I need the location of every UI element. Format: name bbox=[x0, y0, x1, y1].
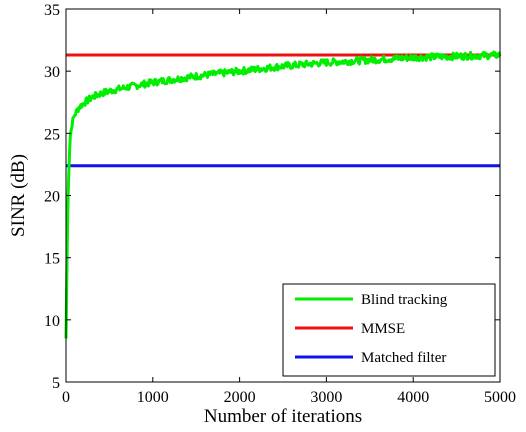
y-tick-label: 10 bbox=[44, 313, 60, 330]
y-tick-label: 15 bbox=[44, 251, 60, 268]
y-tick-label: 35 bbox=[44, 2, 60, 19]
x-tick-label: 3000 bbox=[310, 389, 342, 406]
legend-label: Matched filter bbox=[361, 350, 446, 366]
y-tick-label: 30 bbox=[44, 64, 60, 81]
y-tick-label: 20 bbox=[44, 189, 60, 206]
y-tick-label: 25 bbox=[44, 126, 60, 143]
legend: Blind tracking MMSE Matched filter bbox=[283, 284, 495, 376]
x-tick-label: 1000 bbox=[137, 389, 169, 406]
legend-label: Blind tracking bbox=[361, 292, 448, 308]
x-tick-label: 5000 bbox=[484, 389, 516, 406]
y-axis-label: SINR (dB) bbox=[8, 154, 29, 237]
x-tick-label: 0 bbox=[62, 389, 70, 406]
y-tick-label: 5 bbox=[52, 375, 60, 392]
x-tick-label: 4000 bbox=[397, 389, 429, 406]
x-tick-label: 2000 bbox=[224, 389, 256, 406]
legend-label: MMSE bbox=[361, 321, 405, 337]
x-axis-label: Number of iterations bbox=[204, 406, 362, 427]
